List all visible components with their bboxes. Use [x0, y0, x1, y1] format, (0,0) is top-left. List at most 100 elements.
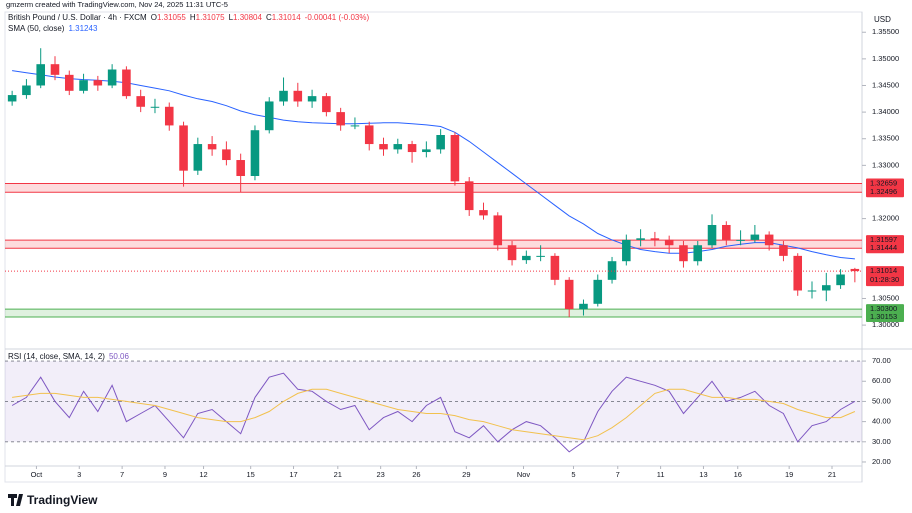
candle-body: [836, 274, 845, 286]
ohlc-key: C: [266, 13, 272, 22]
candle-body: [722, 224, 731, 240]
candle-body: [764, 234, 774, 246]
x-tick-label: 5: [571, 470, 575, 479]
candle-body: [22, 85, 31, 96]
overlay-name: SMA (50, close): [8, 24, 65, 33]
zone-label: 1.32496: [870, 187, 897, 196]
x-tick-label: 15: [247, 470, 255, 479]
candle-body: [679, 245, 688, 262]
zone-label-box: [866, 304, 904, 315]
candle-body: [379, 144, 388, 150]
candle-body: [650, 238, 660, 240]
candle-body: [150, 106, 160, 108]
x-tick-label: 13: [699, 470, 707, 479]
candle-body: [64, 74, 74, 91]
zone-label: 1.30300: [870, 304, 897, 313]
rsi-ma-line: [12, 388, 856, 441]
zone-label-box: [866, 178, 904, 189]
x-tick-label: Oct: [31, 470, 44, 479]
candle-body: [436, 135, 445, 150]
axes: 1.35500 1.35000 1.34500 1.34000 1.33500 1.330…: [31, 27, 900, 479]
candle-body: [707, 224, 717, 246]
ohlc-key: O: [151, 13, 157, 22]
zone: [5, 240, 862, 249]
zone-label-box: [866, 243, 904, 254]
rsi-name: RSI (14, close, SMA, 14, 2): [8, 352, 105, 361]
candle-body: [107, 69, 117, 86]
candle-body: [779, 245, 788, 256]
x-tick-label: 11: [657, 470, 665, 479]
ohlc-key: H: [190, 13, 196, 22]
x-tick-label: 23: [376, 470, 384, 479]
last-price-box: [866, 266, 904, 287]
ohlc-key: L: [229, 13, 234, 22]
candle-body: [407, 144, 417, 153]
rsi-y-tick-label: 30.00: [872, 437, 891, 446]
ohlc-value: 1.31014: [272, 13, 301, 22]
zone: [5, 309, 862, 317]
candle-body: [736, 239, 745, 241]
x-tick-label: 26: [412, 470, 420, 479]
candle-body: [793, 255, 803, 291]
candle-body: [7, 95, 17, 102]
candle-body: [50, 64, 60, 75]
candle-body: [564, 279, 574, 310]
candle-body: [636, 238, 645, 240]
y-tick-label: 1.35500: [872, 27, 899, 36]
y-tick-label: 1.33000: [872, 160, 899, 169]
candle-body: [822, 285, 831, 291]
logo-mark: [8, 494, 23, 506]
candle-body: [79, 80, 88, 91]
x-tick-label: 29: [462, 470, 470, 479]
candle-body: [664, 239, 674, 246]
candle-body: [479, 210, 488, 216]
candle-body: [279, 90, 288, 102]
zone-label: 1.31597: [870, 235, 897, 244]
candle-body: [36, 64, 45, 86]
symbol-legend: British Pound / U.S. Dollar · 4h · FXCM O…: [8, 13, 369, 22]
candle-body: [593, 279, 603, 304]
candle-body: [193, 144, 203, 171]
candle-body: [522, 255, 531, 261]
x-tick-label: 16: [734, 470, 742, 479]
candle-body: [293, 90, 303, 102]
countdown: 01:28:30: [870, 275, 899, 284]
overlay-value: 1.31243: [68, 24, 97, 33]
logo-text: TradingView: [27, 493, 98, 507]
zone-label-box: [866, 311, 904, 322]
candle-body: [222, 149, 231, 161]
zone-label: 1.30153: [870, 312, 897, 321]
rsi-legend: RSI (14, close, SMA, 14, 2) 50.06: [8, 352, 130, 361]
ohlc-value: 1.31075: [196, 13, 225, 22]
candle-body: [579, 303, 588, 310]
y-tick-label: 1.34000: [872, 107, 899, 116]
y-tick-label: 1.30500: [872, 293, 899, 302]
y-tick-label: 1.32000: [872, 214, 899, 223]
ohlc-value: 1.31055: [157, 13, 186, 22]
rsi-value: 50.06: [109, 352, 130, 361]
y-tick-label: 1.30000: [872, 320, 899, 329]
rsi-y-tick-label: 20.00: [872, 457, 891, 466]
x-tick-label: 17: [289, 470, 297, 479]
y-tick-label: 1.35000: [872, 54, 899, 63]
rsi-y-tick-label: 50.00: [872, 396, 891, 405]
rsi-y-tick-label: 70.00: [872, 356, 891, 365]
price-pane: [5, 48, 862, 318]
last-price-label: 1.31014: [870, 266, 897, 275]
candle-body: [807, 290, 817, 292]
candle-body: [693, 245, 703, 262]
x-tick-label: Nov: [517, 470, 531, 479]
symbol-title: British Pound / U.S. Dollar · 4h · FXCM: [8, 13, 147, 22]
zone-label: 1.31444: [870, 243, 897, 252]
x-tick-label: 3: [77, 470, 81, 479]
zone-label-box: [866, 235, 904, 246]
x-tick-label: 12: [199, 470, 207, 479]
candle-body: [622, 239, 631, 262]
x-tick-label: 21: [828, 470, 836, 479]
candle-body: [364, 125, 374, 145]
overlay-legend: SMA (50, close) 1.31243: [8, 24, 98, 33]
candle-body: [236, 160, 245, 177]
change: -0.00041 (-0.03%): [305, 13, 370, 22]
